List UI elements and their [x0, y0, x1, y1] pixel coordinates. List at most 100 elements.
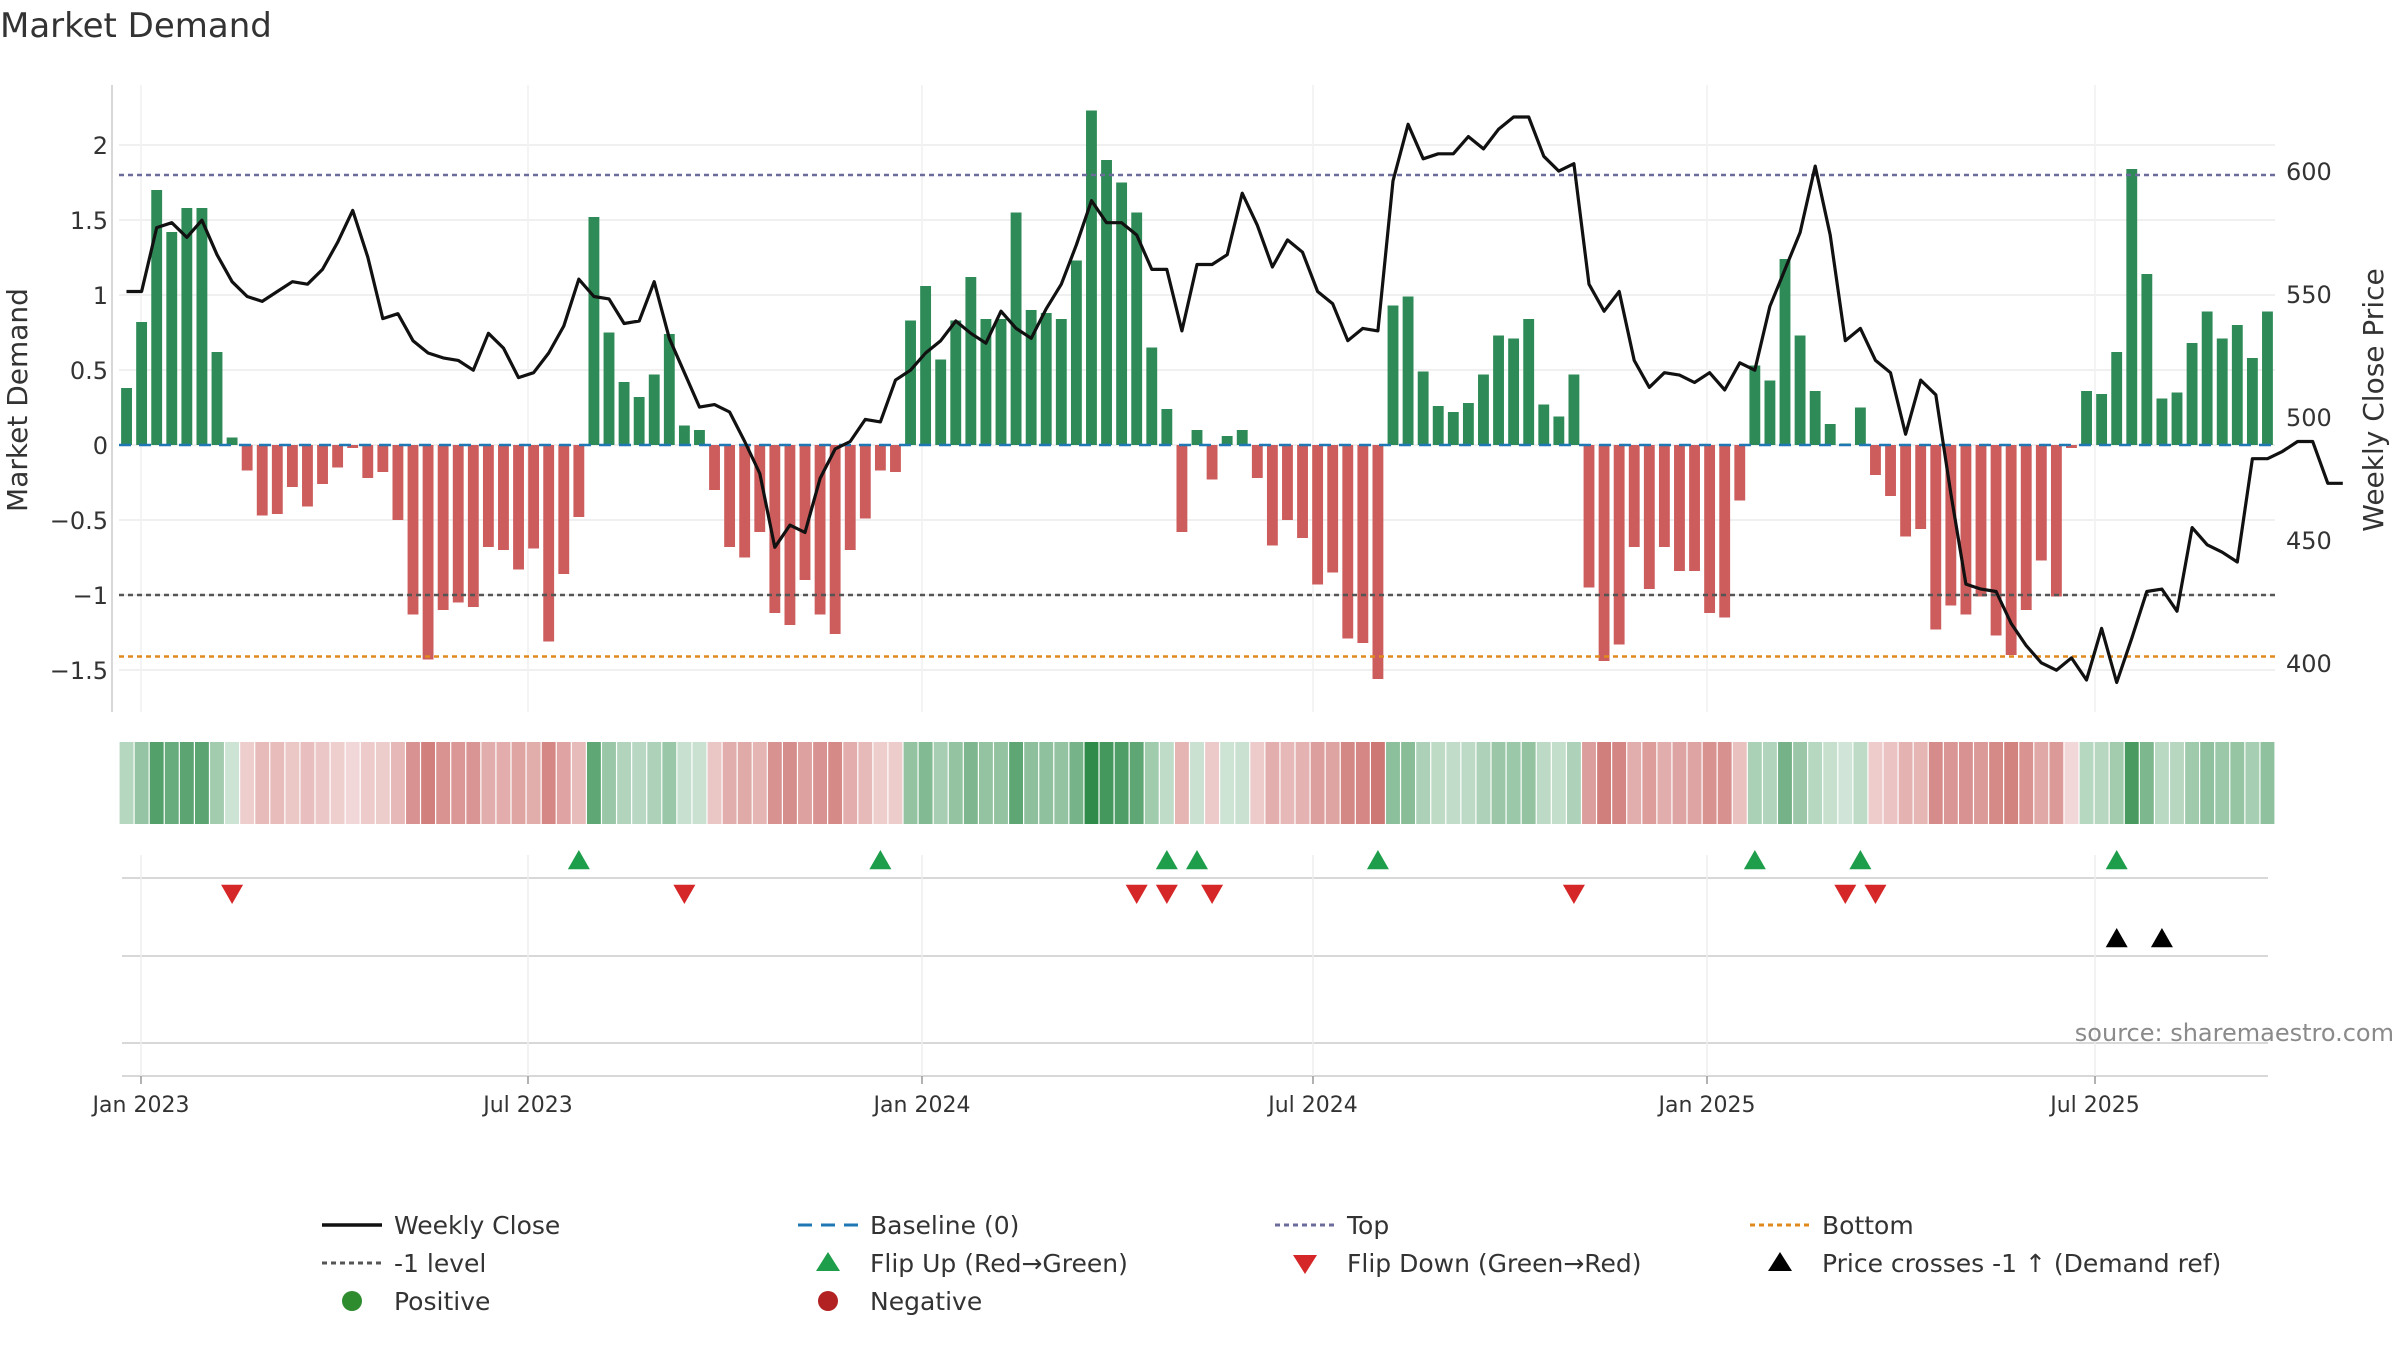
demand-bar [543, 445, 555, 642]
heat-cell [225, 742, 240, 824]
heat-cell [782, 742, 797, 824]
heat-cell [330, 742, 345, 824]
legend-label-flipup: Flip Up (Red→Green) [870, 1249, 1128, 1278]
heat-cell [1069, 742, 1084, 824]
flip-up-marker [1849, 850, 1872, 870]
heat-cell [692, 742, 707, 824]
demand-bar [1312, 445, 1324, 585]
demand-bar [2156, 398, 2168, 445]
y-right-tick-label: 500 [2286, 404, 2332, 432]
demand-bar [1885, 445, 1896, 496]
heat-cell [1943, 742, 1958, 824]
y-left-tick-label: −0.5 [50, 507, 108, 535]
y-left-tick-label: 1.5 [70, 207, 108, 235]
heat-cell [2079, 742, 2094, 824]
heat-cell [119, 742, 134, 824]
demand-bar [1915, 445, 1927, 529]
heat-cell [1672, 742, 1687, 824]
legend-swatch-cross [1768, 1252, 1792, 1271]
heat-cell [1205, 742, 1220, 824]
heat-cell [179, 742, 194, 824]
source-label: source: sharemaestro.com [2075, 1019, 2394, 1047]
y-left-tick-label: −1 [73, 582, 108, 610]
flip-down-marker [1201, 884, 1224, 904]
heat-cell [210, 742, 224, 824]
y-left-tick-label: 1 [93, 282, 108, 310]
demand-bar [573, 445, 585, 517]
demand-bar [709, 445, 720, 490]
heat-cell [390, 742, 405, 824]
heat-cell [466, 742, 481, 824]
heat-cell [2049, 742, 2064, 824]
demand-bar [633, 397, 645, 445]
demand-bar [558, 445, 570, 574]
demand-bar [1146, 347, 1158, 445]
demand-bar [1598, 445, 1610, 661]
y-right-tick-label: 450 [2286, 527, 2332, 555]
demand-bar [950, 320, 962, 445]
flip-down-marker [1155, 884, 1178, 904]
heat-cell [451, 742, 466, 824]
heat-cell [1114, 742, 1129, 824]
demand-bar [1764, 380, 1776, 445]
heat-cell [1174, 742, 1189, 824]
heat-cell [1853, 742, 1868, 824]
demand-bar [1221, 436, 1233, 445]
heat-cell [1657, 742, 1672, 824]
demand-bar [1900, 445, 1912, 537]
demand-bar [1432, 406, 1444, 445]
demand-bar [1824, 424, 1836, 445]
demand-bar [392, 445, 404, 520]
x-tick-label: Jul 2024 [1266, 1093, 1358, 1118]
heat-cell [1687, 742, 1702, 824]
demand-bar [1674, 445, 1685, 571]
demand-bar [271, 445, 283, 514]
demand-bar [965, 277, 977, 445]
x-tick-label: Jul 2025 [2048, 1093, 2140, 1118]
heat-cell [571, 742, 586, 824]
heat-cell [1476, 742, 1491, 824]
heat-cell [798, 742, 812, 824]
heat-cell [1928, 742, 1943, 824]
heat-cell [1340, 742, 1355, 824]
heat-cell [1778, 742, 1792, 824]
x-tick-labels: Jan 2023 Jul 2023 Jan 2024 Jul 2024 Jan 2025… [91, 1076, 2140, 1118]
y-left-tick-label: 0 [93, 432, 108, 460]
demand-bar [1508, 338, 1520, 445]
heat-cell [1551, 742, 1566, 824]
heat-cell [1039, 742, 1054, 824]
heat-cell [149, 742, 164, 824]
heat-cell [1491, 742, 1506, 824]
demand-bar [2201, 311, 2213, 445]
heat-cell [994, 742, 1008, 824]
demand-bar [1613, 445, 1625, 645]
legend-label-flipdown: Flip Down (Green→Red) [1347, 1249, 1642, 1278]
legend-label-minus1: -1 level [394, 1249, 486, 1278]
heat-cell [632, 742, 647, 824]
heat-cell [134, 742, 149, 824]
demand-bar [724, 445, 736, 547]
chart-title: Market Demand [0, 6, 272, 46]
demand-bar [1734, 445, 1746, 501]
heat-cell [2019, 742, 2034, 824]
demand-bar [332, 445, 344, 468]
demand-bar [286, 445, 298, 487]
demand-bar [1749, 365, 1761, 445]
demand-bar [166, 232, 178, 445]
heat-cell [2215, 742, 2230, 824]
demand-bar [1493, 335, 1504, 445]
demand-bar [362, 445, 374, 478]
heat-cell [2094, 742, 2109, 824]
heat-cell [948, 742, 963, 824]
demand-bar [1236, 430, 1248, 445]
demand-bar [1809, 391, 1821, 445]
demand-bar [2141, 274, 2153, 445]
demand-bar [1402, 296, 1414, 445]
demand-bar [1206, 445, 1218, 480]
heat-cell [2034, 742, 2049, 824]
flip-up-marker [2105, 850, 2128, 870]
heat-cell [1355, 742, 1370, 824]
legend-swatch-flipdown [1293, 1255, 1317, 1274]
x-tick-label: Jan 2023 [91, 1093, 190, 1118]
demand-bar [1779, 259, 1791, 445]
